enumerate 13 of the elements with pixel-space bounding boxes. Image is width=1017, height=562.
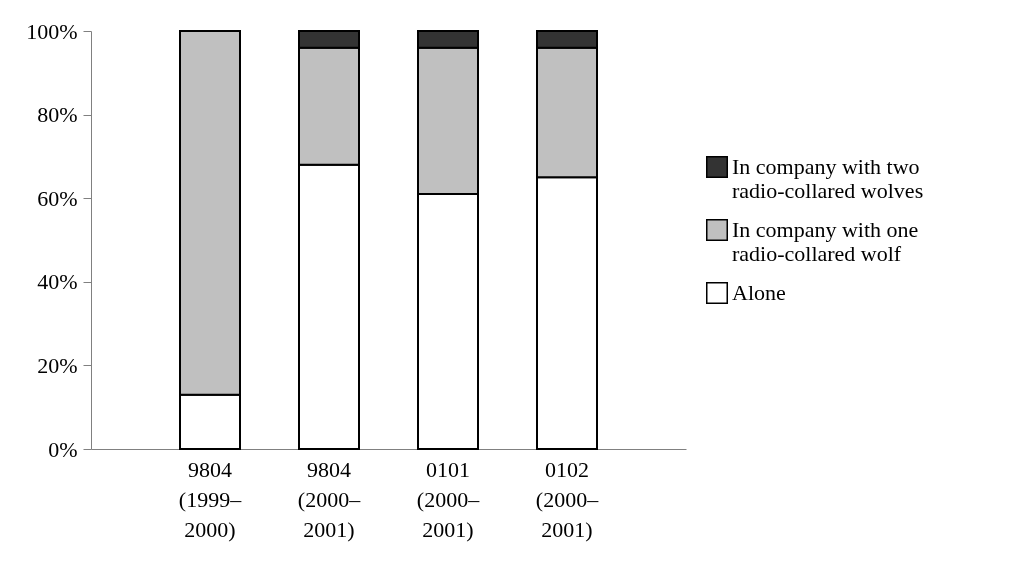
- y-tick-label: 20%: [37, 352, 78, 378]
- legend-label: Alone: [732, 280, 786, 305]
- y-tick-label: 40%: [37, 269, 78, 295]
- x-tick-label: 0101 (2000–2001): [416, 456, 481, 542]
- legend-label: In company with two radio-collared wolves: [732, 154, 924, 203]
- x-tick-label: 9804 (1999–2000): [178, 456, 243, 542]
- y-tick-label: 100%: [26, 18, 78, 44]
- y-tick-label: 80%: [37, 102, 78, 128]
- legend-label: In company with one radio-collared wolf: [732, 217, 919, 266]
- y-tick-label: 0%: [48, 436, 78, 462]
- x-tick-label: 0102 (2000–2001): [535, 456, 600, 542]
- y-tick-label: 60%: [37, 185, 78, 211]
- x-tick-label: 9804 (2000–2001): [297, 456, 362, 542]
